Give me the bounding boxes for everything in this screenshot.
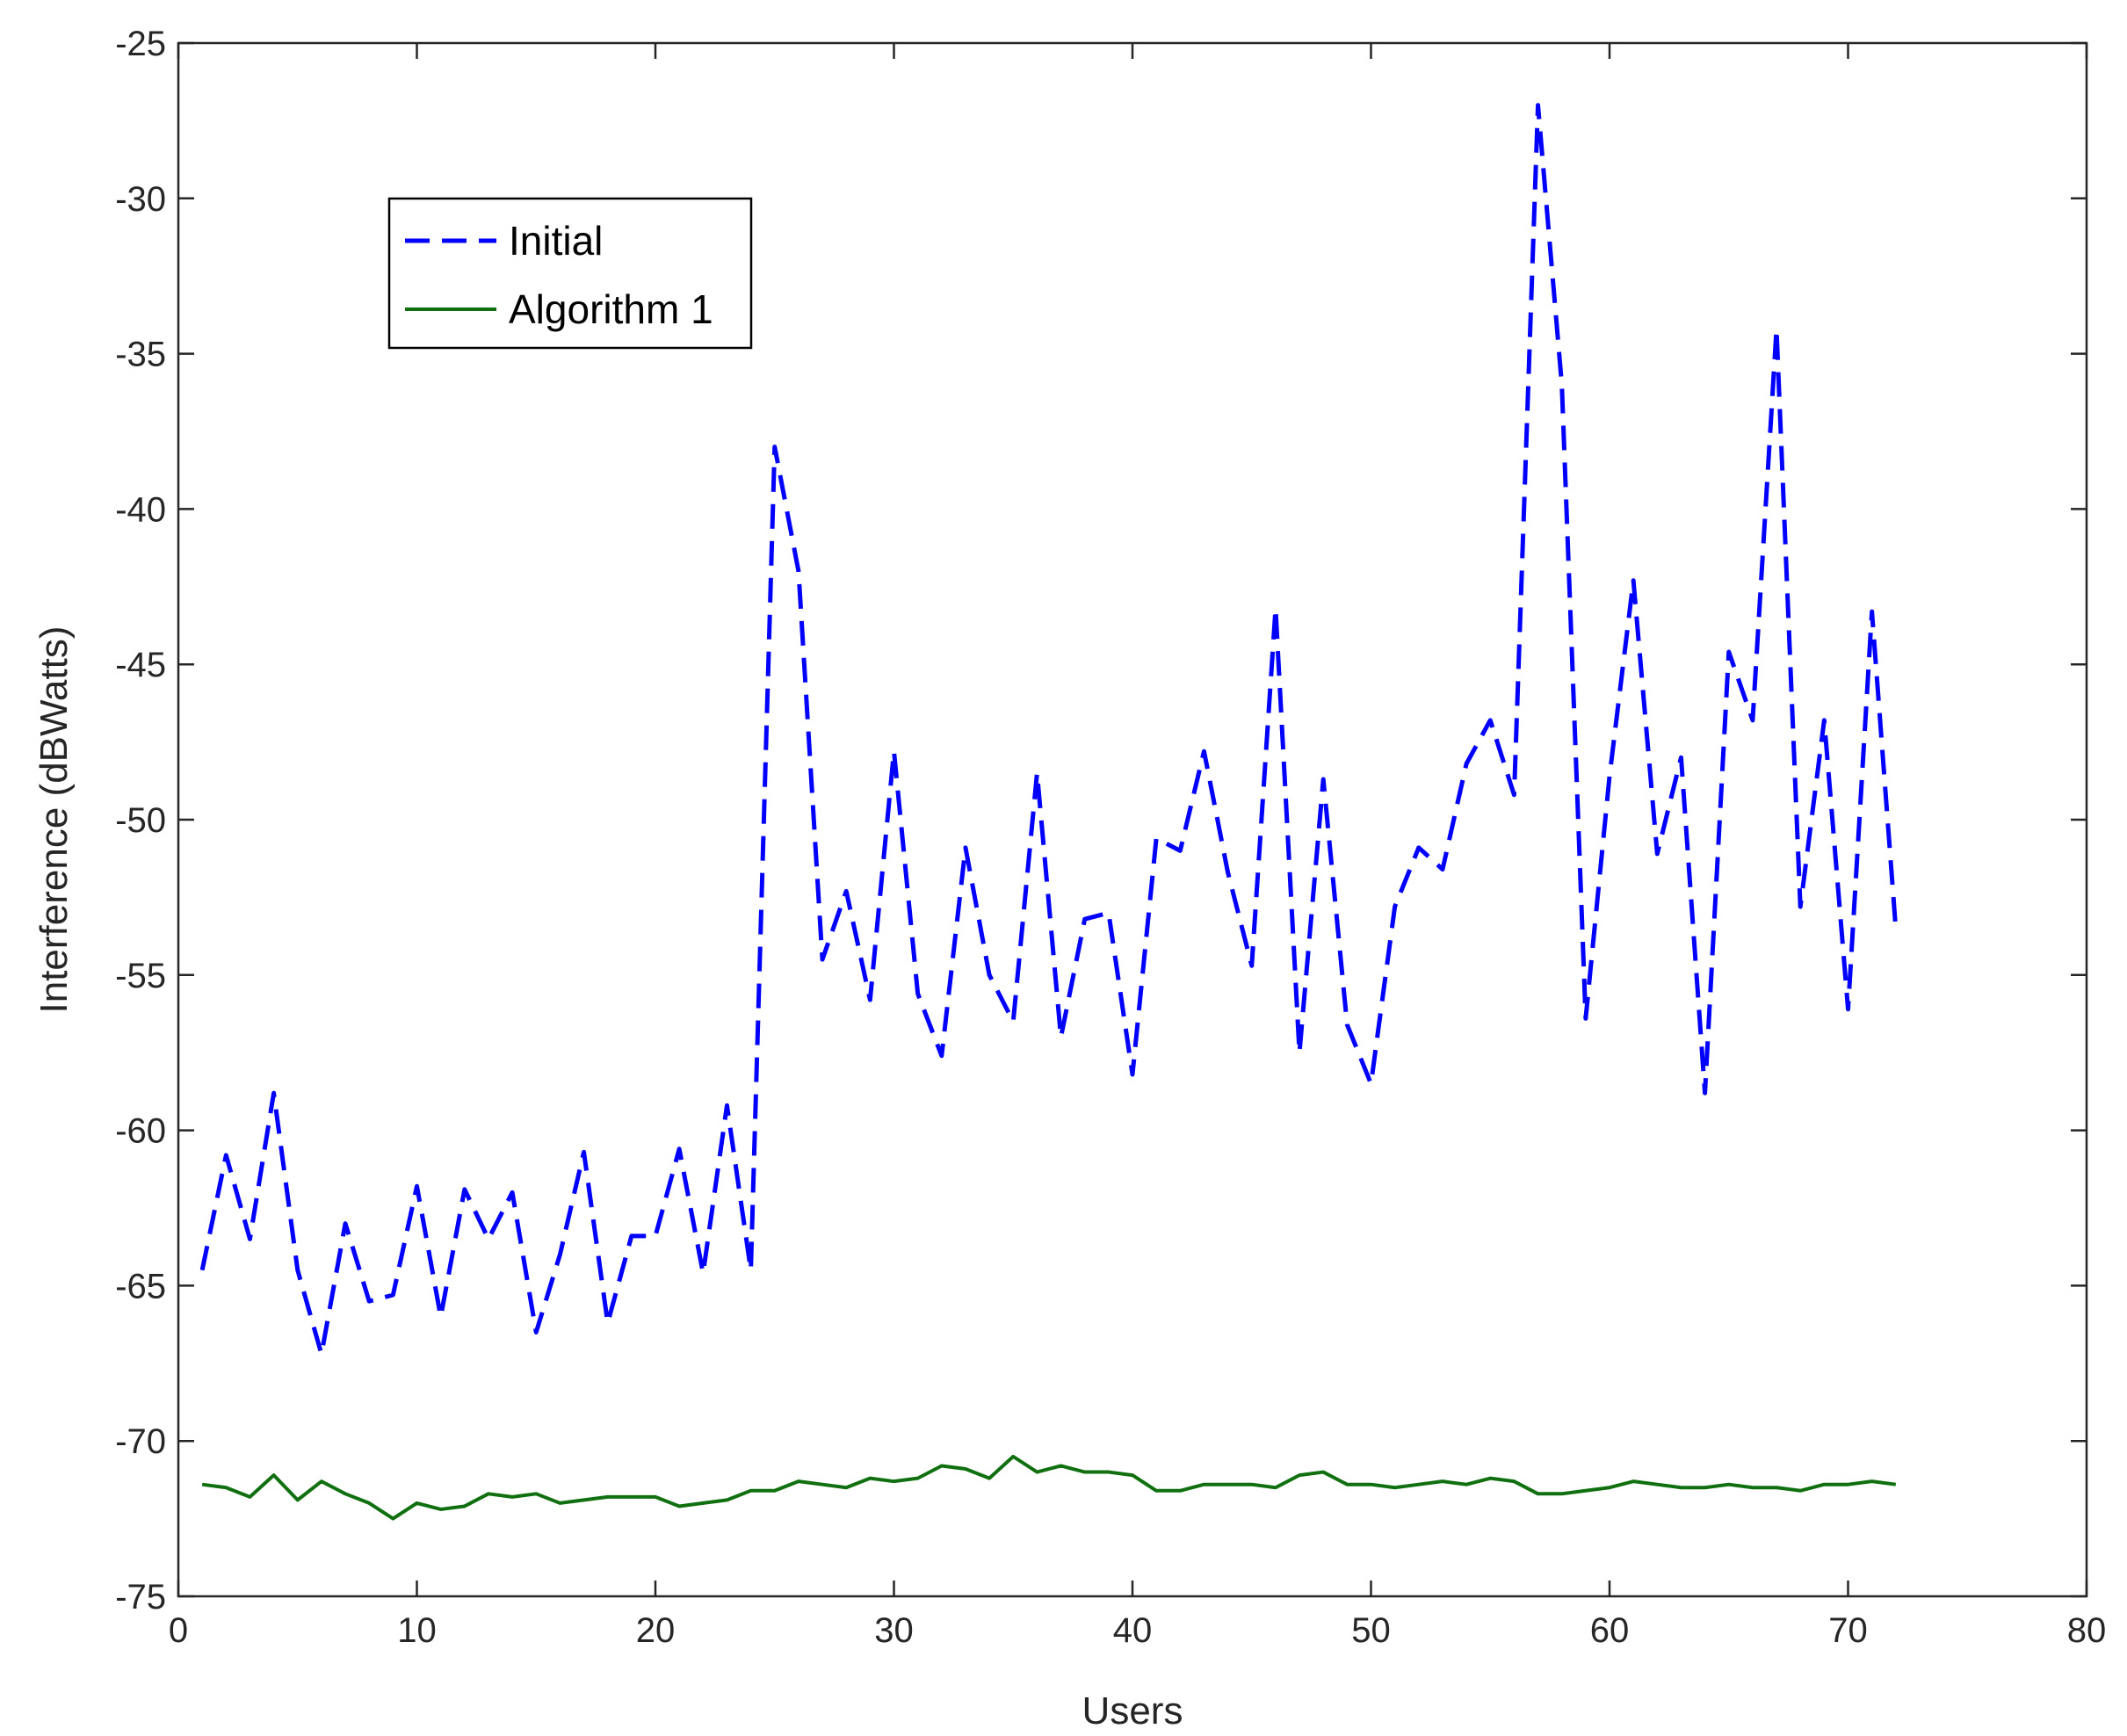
x-axis-label: Users: [1082, 1689, 1183, 1732]
y-tick-label: -30: [115, 180, 166, 219]
x-tick-label: 50: [1351, 1611, 1391, 1650]
y-tick-label: -25: [115, 25, 166, 63]
x-tick-label: 0: [169, 1611, 188, 1650]
x-tick-label: 60: [1590, 1611, 1630, 1650]
legend-box: [387, 197, 753, 350]
legend-label-algorithm-1: Algorithm 1: [509, 286, 713, 332]
x-tick-label: 40: [1113, 1611, 1153, 1650]
series-line-initial: [199, 103, 1899, 1356]
y-tick-label: -40: [115, 490, 166, 529]
y-tick-label: -50: [115, 801, 166, 840]
y-tick-label: -65: [115, 1267, 166, 1306]
x-tick-label: 20: [636, 1611, 676, 1650]
y-tick-label: -75: [115, 1578, 166, 1617]
y-tick-label: -70: [115, 1422, 166, 1461]
series-layer: [199, 103, 1899, 1521]
x-tick-label: 80: [2067, 1611, 2107, 1650]
x-tick-label: 10: [397, 1611, 437, 1650]
y-axis-label: Interference (dBWatts): [33, 626, 76, 1014]
y-tick-label: -35: [115, 336, 166, 374]
series-line-algorithm-1: [201, 1454, 1897, 1521]
y-tick-label: -60: [115, 1112, 166, 1151]
x-tick-label: 30: [874, 1611, 914, 1650]
y-tick-label: -45: [115, 646, 166, 684]
legend-label-initial: Initial: [509, 218, 603, 264]
legend: Initial Algorithm 1: [387, 197, 753, 350]
tick-layer: 0 10 20 30 40 50 60 70 80 -25 -30 -35 -40 -45 -50 -55 -6…: [115, 25, 2106, 1650]
y-tick-label: -55: [115, 957, 166, 995]
x-tick-label: 70: [1828, 1611, 1868, 1650]
